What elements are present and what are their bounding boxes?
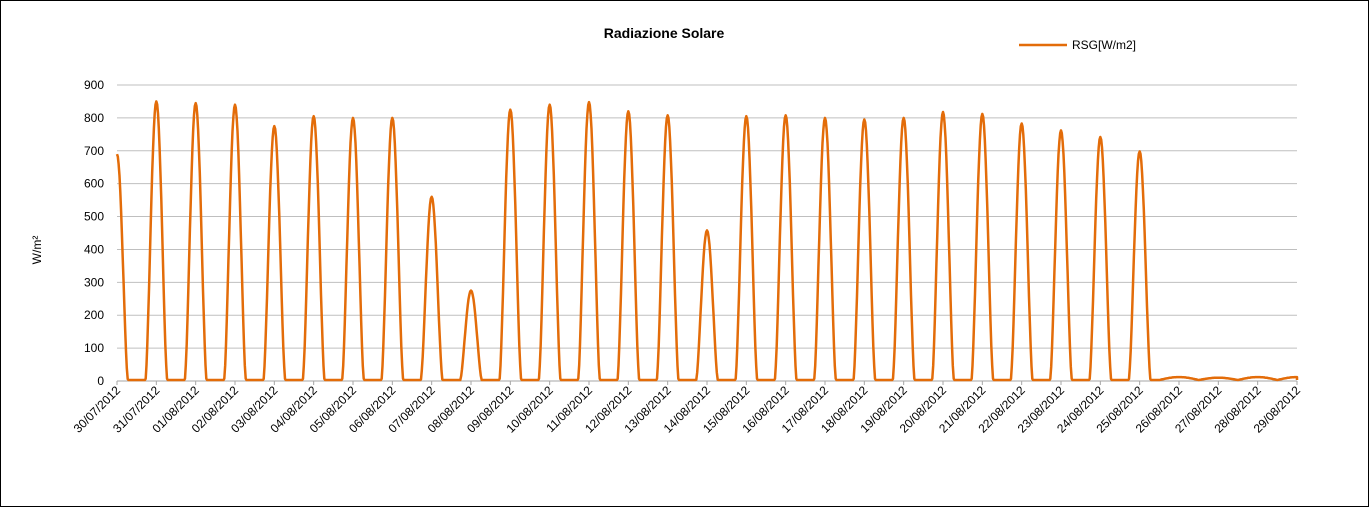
y-tick-label: 300 — [84, 275, 104, 289]
series-group — [115, 100, 1299, 382]
chart-title: Radiazione Solare — [604, 25, 725, 41]
y-axis-label: W/m² — [30, 236, 44, 265]
series-line-rsg — [115, 100, 1299, 382]
y-tick-label: 500 — [84, 210, 104, 224]
y-tick-label: 100 — [84, 341, 104, 355]
y-tick-label: 900 — [84, 78, 104, 92]
y-tick-label: 0 — [97, 374, 104, 388]
y-tick-label: 700 — [84, 144, 104, 158]
gridlines — [117, 84, 1297, 349]
y-tick-label: 400 — [84, 242, 104, 256]
y-tick-label: 800 — [84, 111, 104, 125]
legend: RSG[W/m2] — [1019, 38, 1136, 52]
y-tick-label: 200 — [84, 308, 104, 322]
y-tick-labels: 0 100 200 300 400 500 600 700 800 900 — [84, 78, 104, 388]
legend-label: RSG[W/m2] — [1072, 38, 1136, 52]
x-tick-labels: 30/07/201231/07/201201/08/201202/08/2012… — [71, 381, 1303, 436]
y-tick-label: 600 — [84, 177, 104, 191]
